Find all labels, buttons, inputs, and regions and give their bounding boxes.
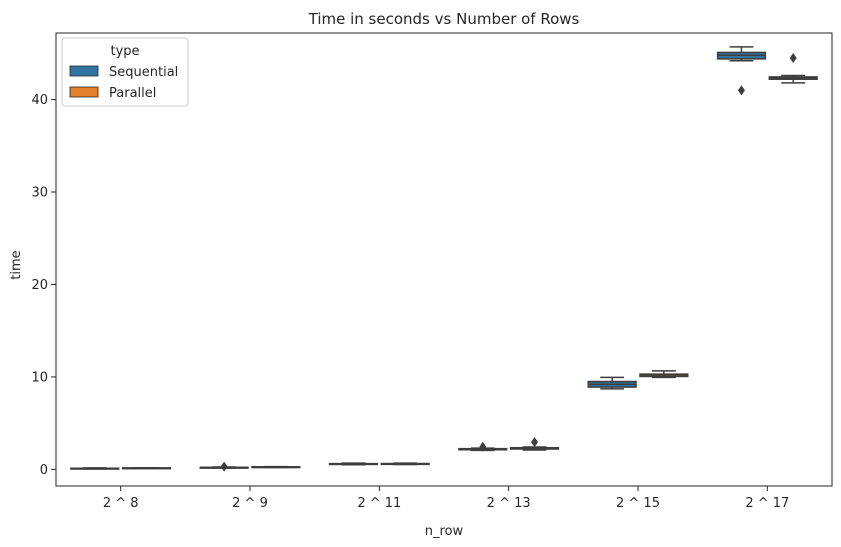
legend-swatch-parallel bbox=[69, 86, 99, 98]
series-parallel bbox=[121, 52, 818, 470]
legend-title: type bbox=[110, 44, 139, 59]
outlier-point bbox=[531, 437, 539, 448]
legend-label-parallel: Parallel bbox=[109, 86, 156, 101]
x-tick-label: 2 ^ 9 bbox=[232, 496, 268, 511]
y-tick-label: 40 bbox=[31, 93, 48, 108]
x-tick-label: 2 ^ 13 bbox=[487, 496, 531, 511]
x-tick-label: 2 ^ 11 bbox=[357, 496, 401, 511]
outlier-point bbox=[789, 52, 797, 63]
x-axis-label: n_row bbox=[425, 524, 464, 539]
x-axis: 2 ^ 8 2 ^ 9 2 ^ 11 2 ^ 13 2 ^ 15 2 ^ 17 bbox=[103, 486, 789, 511]
box-series-group bbox=[70, 46, 818, 472]
legend: type Sequential Parallel bbox=[61, 37, 189, 107]
x-tick-label: 2 ^ 15 bbox=[616, 496, 660, 511]
y-tick-label: 30 bbox=[31, 186, 48, 201]
x-tick-label: 2 ^ 17 bbox=[745, 496, 789, 511]
chart-title: Time in seconds vs Number of Rows bbox=[308, 10, 580, 28]
legend-label-sequential: Sequential bbox=[109, 65, 178, 80]
y-tick-label: 20 bbox=[31, 278, 48, 293]
x-tick-label: 2 ^ 8 bbox=[103, 496, 139, 511]
y-tick-label: 0 bbox=[40, 463, 48, 478]
outlier-point bbox=[737, 85, 745, 96]
y-tick-label: 10 bbox=[31, 370, 48, 385]
outlier-point bbox=[479, 441, 487, 452]
plot-area bbox=[55, 32, 833, 487]
series-sequential bbox=[70, 46, 767, 472]
outlier-point bbox=[220, 461, 228, 472]
y-axis: 0 10 20 30 40 bbox=[31, 93, 56, 478]
legend-swatch-sequential bbox=[69, 65, 99, 77]
y-axis-label: time bbox=[9, 250, 24, 279]
